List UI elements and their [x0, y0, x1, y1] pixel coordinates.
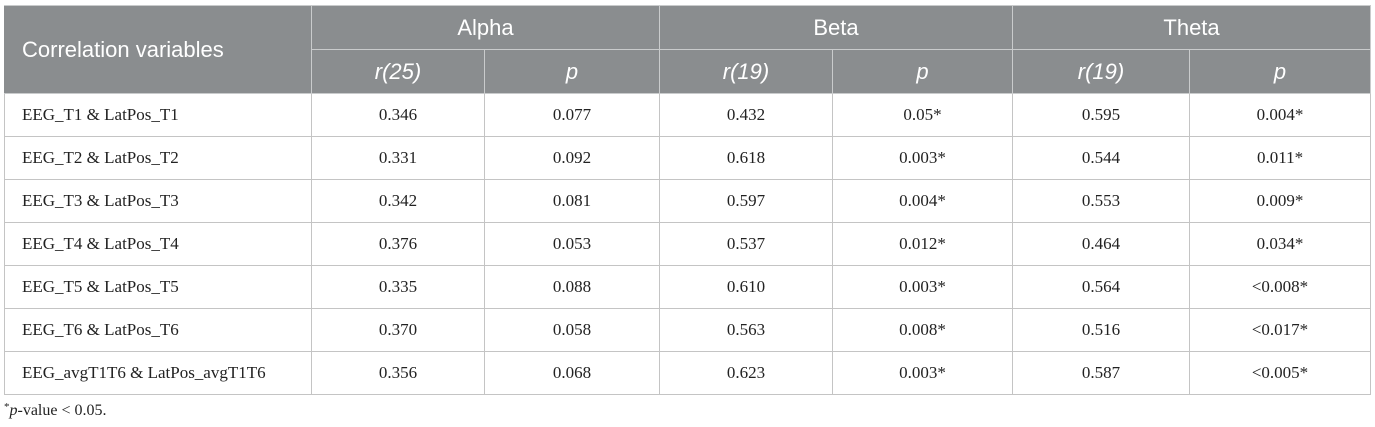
cell-alpha-r: 0.376	[311, 222, 485, 266]
cell-beta-p: 0.012*	[831, 222, 1014, 266]
correlation-table-container: Correlation variables Alpha Beta Theta r…	[4, 5, 1372, 395]
table-row: EEG_T6 & LatPos_T6 0.370 0.058 0.563 0.008* 0…	[4, 308, 1372, 352]
cell-variables: EEG_T2 & LatPos_T2	[4, 136, 312, 180]
header-correlation-variables: Correlation variables	[4, 5, 312, 94]
cell-beta-r: 0.563	[659, 308, 833, 352]
table-body: EEG_T1 & LatPos_T1 0.346 0.077 0.432 0.05* 0.…	[4, 93, 1372, 395]
subheader-alpha-p: p	[484, 49, 660, 94]
table-row: EEG_T3 & LatPos_T3 0.342 0.081 0.597 0.004* 0…	[4, 179, 1372, 223]
cell-variables: EEG_T5 & LatPos_T5	[4, 265, 312, 309]
footnote-text: -value < 0.05.	[17, 402, 107, 419]
table-row: EEG_avgT1T6 & LatPos_avgT1T6 0.356 0.068 0.…	[4, 351, 1372, 395]
header-theta: Theta	[1012, 5, 1372, 50]
cell-alpha-p: 0.077	[484, 93, 660, 137]
cell-alpha-p: 0.058	[484, 308, 660, 352]
header-alpha: Alpha	[311, 5, 660, 50]
cell-alpha-r: 0.356	[311, 351, 485, 395]
subheader-theta-p: p	[1189, 49, 1372, 94]
cell-alpha-p: 0.081	[484, 179, 660, 223]
cell-beta-p: 0.05*	[831, 93, 1014, 137]
cell-theta-r: 0.553	[1012, 179, 1191, 223]
cell-variables: EEG_T6 & LatPos_T6	[4, 308, 312, 352]
cell-beta-r: 0.623	[659, 351, 833, 395]
subheader-beta-r: r(19)	[659, 49, 833, 94]
cell-beta-r: 0.618	[659, 136, 833, 180]
table-row: EEG_T2 & LatPos_T2 0.331 0.092 0.618 0.003* 0…	[4, 136, 1372, 180]
subheader-theta-r: r(19)	[1012, 49, 1191, 94]
cell-alpha-p: 0.053	[484, 222, 660, 266]
cell-theta-p: 0.004*	[1189, 93, 1372, 137]
cell-alpha-r: 0.342	[311, 179, 485, 223]
cell-theta-p: <0.005*	[1189, 351, 1372, 395]
cell-theta-p: <0.008*	[1189, 265, 1372, 309]
table-row: EEG_T1 & LatPos_T1 0.346 0.077 0.432 0.05* 0.…	[4, 93, 1372, 137]
cell-theta-r: 0.544	[1012, 136, 1191, 180]
footnote: *p-value < 0.05.	[4, 401, 107, 420]
cell-variables: EEG_T1 & LatPos_T1	[4, 93, 312, 137]
cell-beta-p: 0.003*	[831, 265, 1014, 309]
cell-alpha-r: 0.331	[311, 136, 485, 180]
cell-alpha-r: 0.335	[311, 265, 485, 309]
footnote-italic: p	[9, 402, 18, 419]
cell-beta-p: 0.003*	[831, 136, 1014, 180]
cell-beta-p: 0.003*	[831, 351, 1014, 395]
cell-beta-r: 0.432	[659, 93, 833, 137]
cell-beta-p: 0.008*	[831, 308, 1014, 352]
cell-beta-r: 0.537	[659, 222, 833, 266]
cell-theta-r: 0.587	[1012, 351, 1191, 395]
header-row-subheaders: r(25) p r(19) p r(19) p	[5, 49, 1372, 94]
cell-theta-p: 0.034*	[1189, 222, 1372, 266]
cell-alpha-r: 0.346	[311, 93, 485, 137]
correlation-table: Correlation variables Alpha Beta Theta r…	[4, 5, 1372, 395]
header-beta: Beta	[658, 5, 1014, 50]
cell-alpha-p: 0.088	[484, 265, 660, 309]
footnote-marker: *	[4, 401, 10, 413]
cell-beta-r: 0.610	[659, 265, 833, 309]
cell-theta-r: 0.564	[1012, 265, 1191, 309]
table-row: EEG_T4 & LatPos_T4 0.376 0.053 0.537 0.012* 0…	[4, 222, 1372, 266]
cell-alpha-p: 0.068	[484, 351, 660, 395]
cell-variables: EEG_T4 & LatPos_T4	[4, 222, 312, 266]
cell-theta-p: <0.017*	[1189, 308, 1372, 352]
cell-theta-r: 0.595	[1012, 93, 1191, 137]
cell-theta-p: 0.011*	[1189, 136, 1372, 180]
cell-beta-p: 0.004*	[831, 179, 1014, 223]
cell-theta-r: 0.464	[1012, 222, 1191, 266]
subheader-beta-p: p	[831, 49, 1014, 94]
cell-alpha-r: 0.370	[311, 308, 485, 352]
subheader-alpha-r: r(25)	[311, 49, 485, 94]
table-row: EEG_T5 & LatPos_T5 0.335 0.088 0.610 0.003* 0…	[4, 265, 1372, 309]
cell-beta-r: 0.597	[659, 179, 833, 223]
cell-theta-p: 0.009*	[1189, 179, 1372, 223]
header-row-groups: Correlation variables Alpha Beta Theta	[4, 5, 1372, 94]
cell-alpha-p: 0.092	[484, 136, 660, 180]
cell-variables: EEG_T3 & LatPos_T3	[4, 179, 312, 223]
cell-theta-r: 0.516	[1012, 308, 1191, 352]
cell-variables: EEG_avgT1T6 & LatPos_avgT1T6	[4, 351, 312, 395]
